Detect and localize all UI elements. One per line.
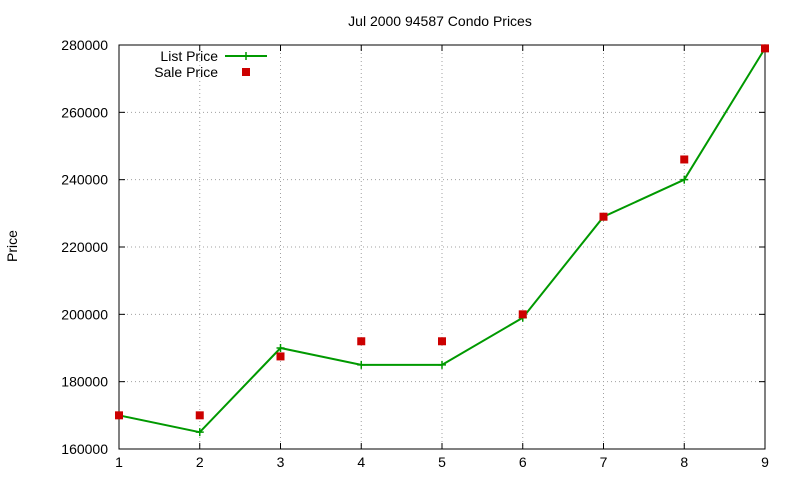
x-tick-label: 7 (600, 454, 608, 470)
data-point (761, 44, 769, 53)
x-tick-label: 6 (519, 454, 527, 470)
y-tick-label: 200000 (61, 306, 108, 322)
data-point (195, 411, 204, 420)
y-tick-label: 240000 (61, 172, 108, 188)
x-tick-label: 8 (680, 454, 688, 470)
legend-marker (242, 52, 250, 60)
axis-ticks (118, 44, 766, 450)
y-axis-label: Price (4, 230, 20, 262)
legend-swatch (242, 68, 250, 76)
y-tick-label: 260000 (61, 104, 108, 120)
data-point (518, 310, 527, 319)
legend-label: Sale Price (154, 64, 218, 80)
x-tick-label: 4 (357, 454, 365, 470)
legend-label: List Price (160, 48, 218, 64)
x-tick-label: 9 (761, 454, 769, 470)
x-tick-label: 1 (115, 454, 123, 470)
data-point (115, 411, 123, 420)
data-point (680, 175, 689, 184)
y-tick-labels: 160000 180000 200000 220000 240000 260000 2800… (61, 37, 108, 457)
data-point (276, 344, 285, 352)
x-tick-label: 3 (277, 454, 285, 470)
y-tick-label: 280000 (61, 37, 108, 53)
x-tick-label: 5 (438, 454, 446, 470)
data-point (195, 428, 204, 437)
x-tick-label: 2 (196, 454, 204, 470)
data-point (438, 360, 446, 369)
grid (119, 45, 765, 449)
x-tick-labels: 1 2 3 4 5 6 7 8 9 (115, 454, 769, 470)
data-point (357, 360, 366, 369)
y-tick-label: 160000 (61, 441, 108, 457)
chart-title: Jul 2000 94587 Condo Prices (348, 13, 532, 29)
data-point (438, 337, 446, 346)
data-point (276, 352, 285, 361)
y-tick-label: 220000 (61, 239, 108, 255)
series-1 (115, 44, 769, 420)
data-point (357, 337, 366, 346)
data-point (599, 212, 608, 221)
series (115, 44, 769, 437)
data-point (680, 155, 689, 164)
y-tick-label: 180000 (61, 374, 108, 390)
